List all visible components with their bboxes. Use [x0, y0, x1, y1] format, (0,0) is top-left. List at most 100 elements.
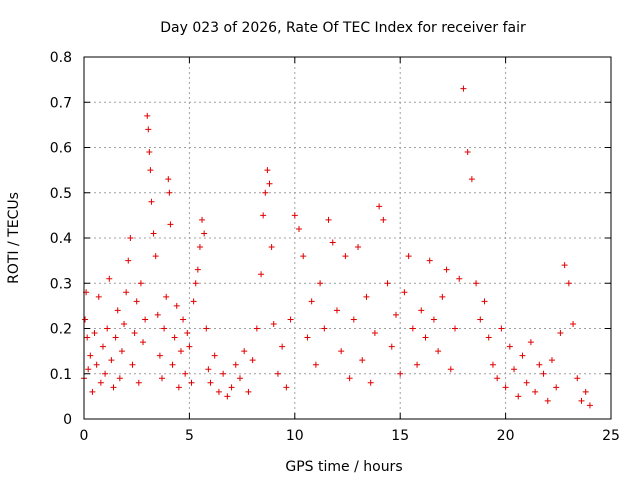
data-point	[540, 370, 547, 377]
data-point	[553, 384, 560, 391]
data-point	[548, 357, 555, 364]
data-point	[291, 212, 298, 219]
data-point	[519, 352, 526, 359]
data-point	[532, 388, 539, 395]
data-point	[367, 379, 374, 386]
data-point	[106, 275, 113, 282]
data-point	[167, 221, 174, 228]
data-point	[102, 370, 109, 377]
data-point	[145, 126, 152, 133]
data-point	[401, 289, 408, 296]
data-point	[392, 311, 399, 318]
y-tick-label: 0.7	[50, 95, 72, 111]
data-point	[283, 384, 290, 391]
x-tick-label: 15	[391, 428, 409, 444]
data-point	[203, 325, 210, 332]
data-point	[304, 334, 311, 341]
data-point	[409, 325, 416, 332]
data-point	[201, 230, 208, 237]
data-point	[224, 393, 231, 400]
y-tick-label: 0.1	[50, 367, 72, 383]
data-point	[241, 348, 248, 355]
data-point	[266, 180, 273, 187]
data-point	[270, 320, 277, 327]
data-point	[137, 280, 144, 287]
data-point	[536, 361, 543, 368]
data-point	[342, 253, 349, 260]
data-point	[380, 216, 387, 223]
data-point	[146, 149, 153, 156]
data-point	[135, 379, 142, 386]
x-tick-label: 10	[286, 428, 304, 444]
data-point	[196, 244, 203, 251]
data-point	[142, 316, 149, 323]
data-point	[384, 280, 391, 287]
data-point	[180, 316, 187, 323]
data-point	[144, 112, 151, 119]
data-point	[557, 330, 564, 337]
data-point	[376, 203, 383, 210]
data-point	[236, 375, 243, 382]
data-point	[133, 298, 140, 305]
data-point	[578, 397, 585, 404]
data-point	[527, 339, 534, 346]
data-point	[264, 167, 271, 174]
data-point	[274, 370, 281, 377]
data-point	[93, 361, 100, 368]
data-point	[154, 311, 161, 318]
data-point	[502, 384, 509, 391]
data-point	[85, 366, 92, 373]
y-tick-label: 0.8	[50, 50, 72, 66]
data-point	[338, 348, 345, 355]
data-point	[447, 366, 454, 373]
data-point	[312, 361, 319, 368]
data-point	[350, 316, 357, 323]
data-point	[464, 149, 471, 156]
data-point	[574, 375, 581, 382]
data-point	[325, 216, 332, 223]
data-point	[511, 366, 518, 373]
y-tick-label: 0.5	[50, 186, 72, 202]
data-point	[485, 334, 492, 341]
y-tick-label: 0.6	[50, 141, 72, 157]
data-point	[258, 271, 265, 278]
data-point	[481, 298, 488, 305]
data-point	[177, 348, 184, 355]
data-point	[435, 348, 442, 355]
data-point	[161, 325, 168, 332]
data-point	[506, 343, 513, 350]
grid-lines	[84, 57, 611, 419]
x-tick-label: 0	[80, 428, 89, 444]
data-point	[296, 225, 303, 232]
data-point	[194, 266, 201, 273]
data-point	[152, 253, 159, 260]
data-point	[97, 379, 104, 386]
y-tick-label: 0.3	[50, 276, 72, 292]
data-point	[515, 393, 522, 400]
data-point	[166, 189, 173, 196]
data-point	[586, 402, 593, 409]
data-point	[163, 293, 170, 300]
data-point	[262, 189, 269, 196]
data-point	[186, 343, 193, 350]
data-point	[359, 357, 366, 364]
chart-title: Day 023 of 2026, Rate Of TEC Index for r…	[160, 20, 526, 36]
data-point	[279, 343, 286, 350]
data-point	[165, 176, 172, 183]
data-point	[388, 343, 395, 350]
data-point	[205, 366, 212, 373]
data-points	[81, 85, 593, 409]
data-point	[363, 293, 370, 300]
data-point	[430, 316, 437, 323]
data-point	[184, 330, 191, 337]
data-point	[582, 388, 589, 395]
data-point	[112, 334, 119, 341]
data-point	[260, 212, 267, 219]
data-point	[570, 320, 577, 327]
data-point	[565, 280, 572, 287]
data-point	[121, 320, 128, 327]
data-point	[422, 334, 429, 341]
data-point	[561, 262, 568, 269]
data-point	[104, 325, 111, 332]
